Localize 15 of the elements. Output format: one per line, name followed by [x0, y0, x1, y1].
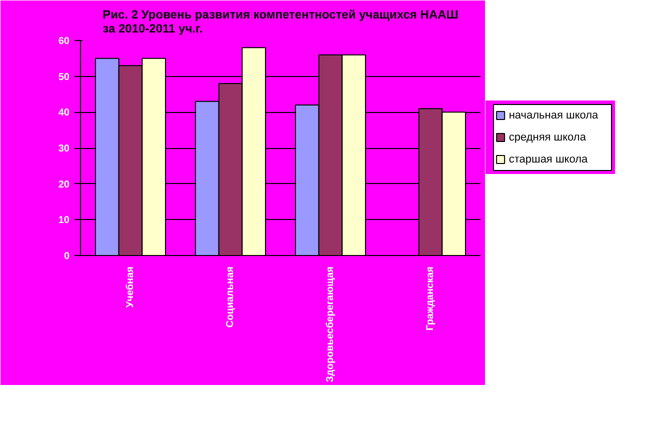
x-tick-label: Гражданская	[425, 266, 436, 330]
legend-label: начальная школа	[508, 110, 600, 122]
y-tick-label: 20	[58, 179, 70, 190]
y-tick-label: 10	[58, 215, 70, 226]
legend-label: средняя школа	[508, 132, 587, 144]
y-tick-label: 40	[58, 108, 70, 119]
y-tick-label: 50	[58, 72, 70, 83]
x-tick-label: Учебная	[125, 266, 136, 308]
y-tick-label: 0	[64, 251, 70, 262]
y-tick-label: 60	[58, 36, 70, 47]
chart-title: Рис. 2 Уровень развития компетентностей учащихся НААШ за 2010-2011 уч.г.	[102, 8, 458, 36]
x-tick-label: Здоровьесберегающая	[325, 266, 336, 382]
x-tick-label: Социальная	[225, 266, 236, 328]
y-tick-label: 30	[58, 144, 70, 154]
legend-label: старшая школа	[508, 154, 588, 166]
